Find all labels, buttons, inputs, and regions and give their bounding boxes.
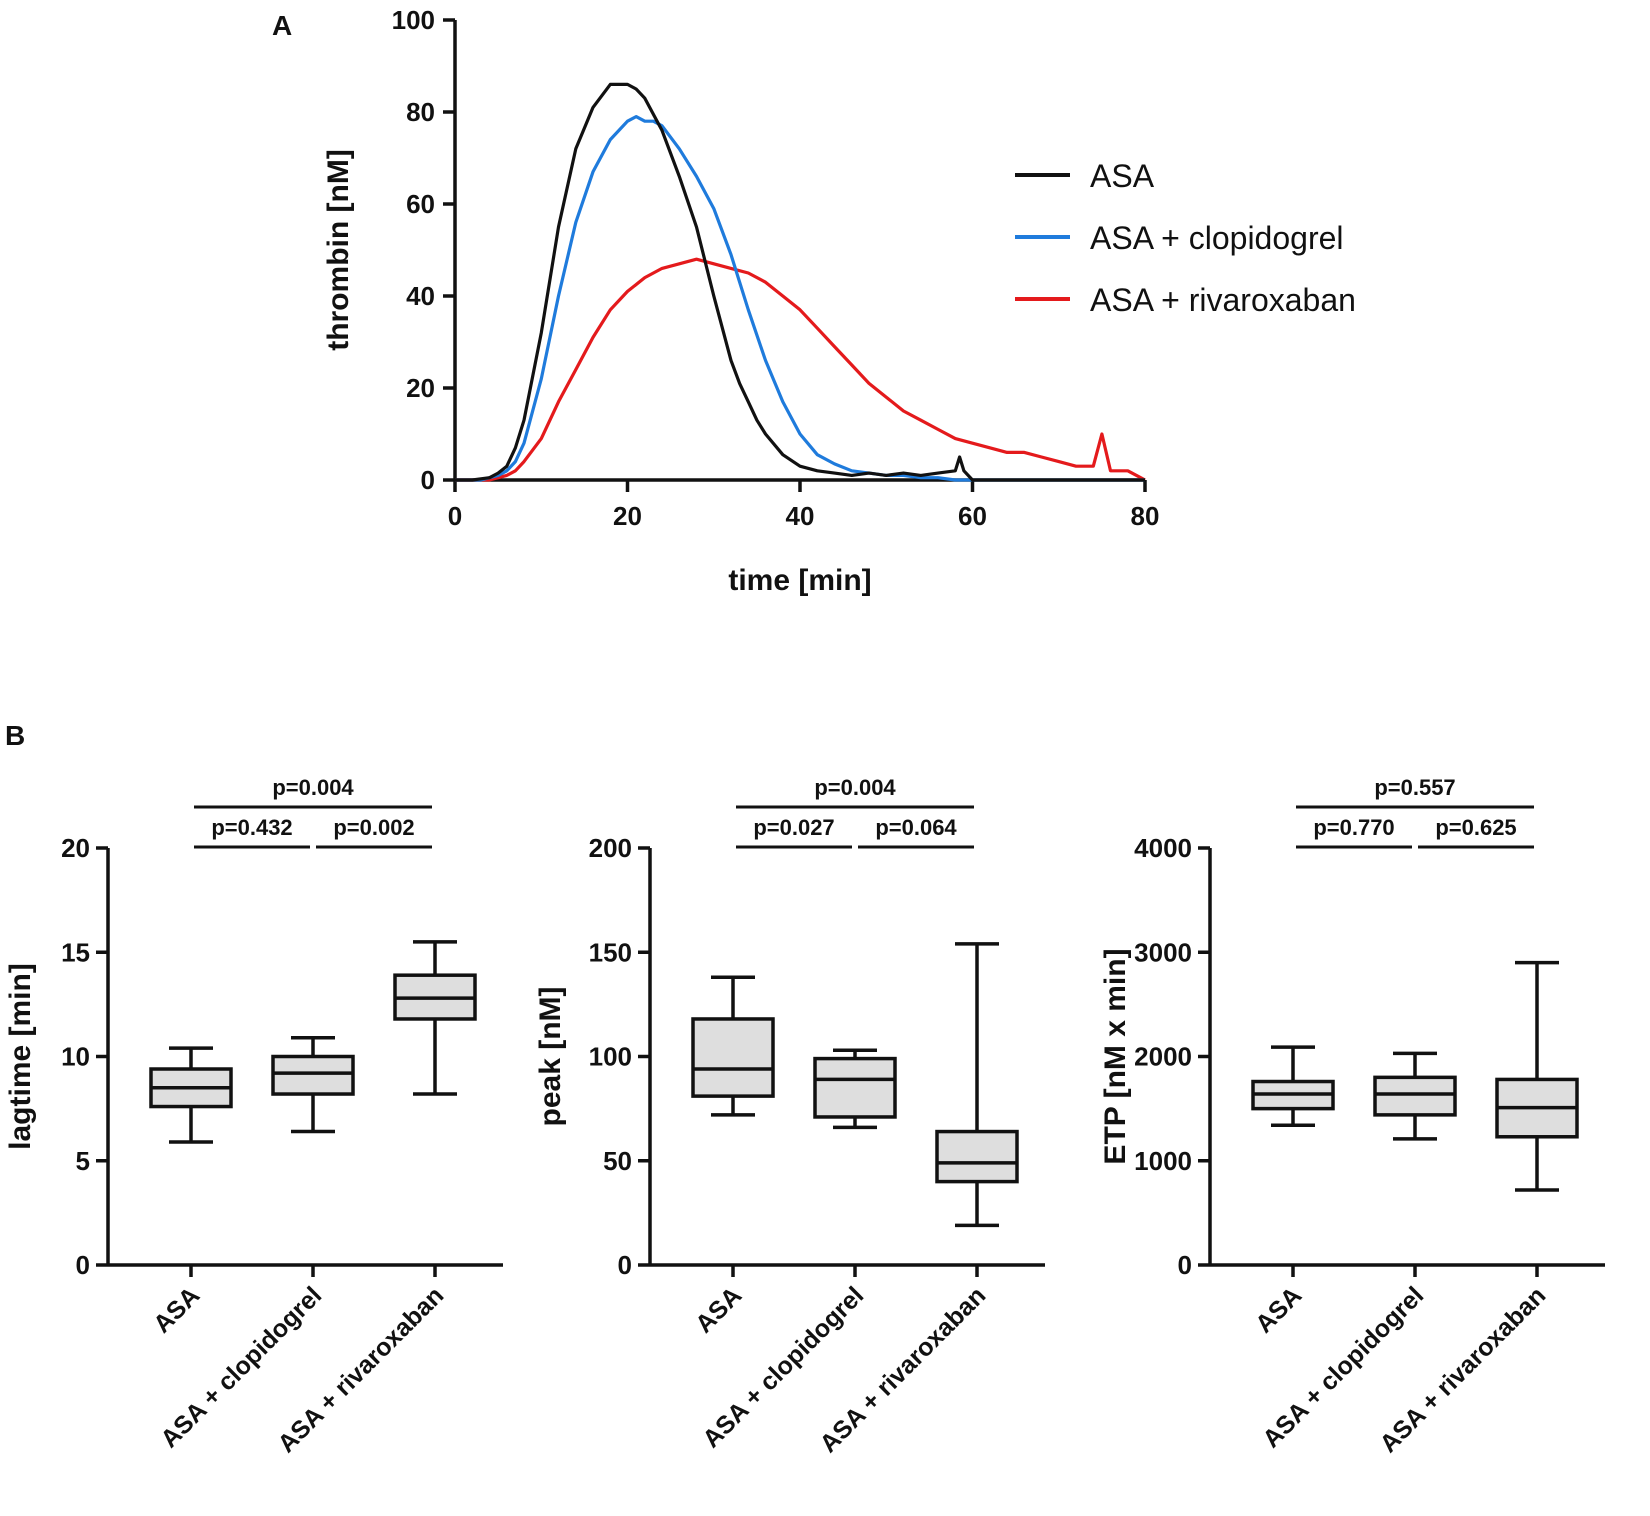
x-tick-label: 40: [786, 501, 815, 531]
p-value-label: p=0.004: [272, 775, 354, 800]
y-tick-label: 40: [406, 281, 435, 311]
y-tick-label: 100: [589, 1042, 632, 1072]
y-tick-label: 20: [61, 833, 90, 863]
category-label-asa: ASA: [690, 1281, 747, 1338]
y-axis-label: lagtime [min]: [4, 963, 37, 1150]
legend-label-asa-rivaroxaban: ASA + rivaroxaban: [1090, 282, 1356, 318]
y-tick-label: 20: [406, 373, 435, 403]
box-asa-rivaroxaban: [935, 1129, 1019, 1184]
box-asa-clopidogrel: [271, 1054, 355, 1096]
p-value-label: p=0.770: [1313, 815, 1394, 840]
y-tick-label: 0: [76, 1250, 90, 1280]
p-value-label: p=0.064: [875, 815, 957, 840]
y-tick-label: 60: [406, 189, 435, 219]
y-tick-label: 200: [589, 833, 632, 863]
x-tick-label: 60: [958, 501, 987, 531]
y-tick-label: 4000: [1134, 833, 1192, 863]
y-tick-label: 3000: [1134, 937, 1192, 967]
x-tick-label: 20: [613, 501, 642, 531]
x-axis-label: time [min]: [728, 564, 871, 597]
y-tick-label: 100: [392, 5, 435, 35]
y-tick-label: 10: [61, 1042, 90, 1072]
y-tick-label: 150: [589, 937, 632, 967]
panel-label-a: A: [272, 10, 292, 41]
panel-label-b: B: [5, 720, 25, 751]
p-value-label: p=0.027: [753, 815, 834, 840]
category-label-asa: ASA: [1250, 1281, 1307, 1338]
y-tick-label: 0: [421, 465, 435, 495]
p-value-label: p=0.004: [814, 775, 896, 800]
box-asa-clopidogrel: [1373, 1075, 1457, 1117]
legend-label-asa: ASA: [1090, 158, 1155, 194]
series-line-asa: [455, 82, 1145, 482]
thrombin-generation-line-chart: 0 20 40 60 80 100 0 20 40 60 80 time [min] thrombin …: [322, 5, 1356, 597]
p-value-label: p=0.432: [211, 815, 292, 840]
p-value-label: p=0.557: [1374, 775, 1455, 800]
box-asa-clopidogrel: [813, 1056, 897, 1119]
y-tick-label: 1000: [1134, 1146, 1192, 1176]
legend-label-asa-clopidogrel: ASA + clopidogrel: [1090, 220, 1344, 256]
y-tick-label: 80: [406, 97, 435, 127]
y-axis-label: peak [nM]: [534, 986, 567, 1126]
y-tick-label: 0: [1178, 1250, 1192, 1280]
category-label-asa: ASA: [148, 1281, 205, 1338]
x-tick-label: 80: [1131, 501, 1160, 531]
y-tick-label: 5: [76, 1146, 90, 1176]
y-tick-label: 2000: [1134, 1042, 1192, 1072]
box-asa: [691, 1017, 775, 1098]
y-tick-label: 15: [61, 937, 90, 967]
y-axis-label: ETP [nM x min]: [1099, 948, 1132, 1164]
x-tick-label: 0: [448, 501, 462, 531]
y-tick-label: 50: [603, 1146, 632, 1176]
p-value-label: p=0.002: [333, 815, 414, 840]
y-axis-label: thrombin [nM]: [322, 149, 355, 351]
y-tick-label: 0: [618, 1250, 632, 1280]
p-value-label: p=0.625: [1435, 815, 1516, 840]
series-line-asa-rivaroxaban: [455, 257, 1146, 482]
